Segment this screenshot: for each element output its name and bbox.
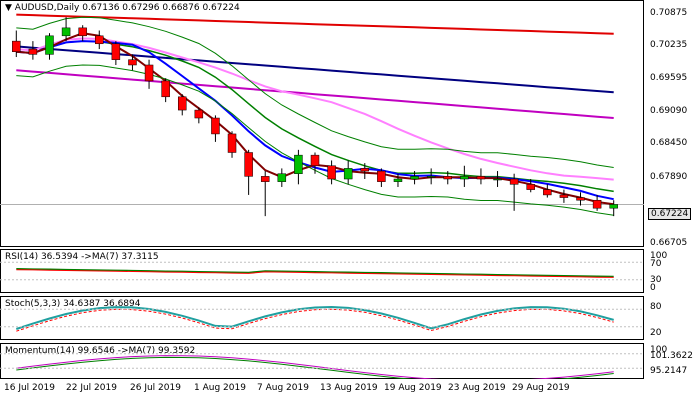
candle-body — [526, 184, 535, 190]
rsi-axis: 100 70 30 0 — [644, 249, 700, 293]
date-tick: 22 Jul 2019 — [66, 383, 117, 393]
bollinger-upper — [16, 16, 614, 168]
date-tick: 29 Aug 2019 — [512, 383, 570, 393]
candle-body — [410, 176, 419, 180]
candle-body — [211, 117, 220, 135]
rsi-title: RSI(14) 36.5394 ->MA(7) 37.3115 — [5, 252, 159, 262]
candle-body — [310, 154, 320, 167]
candle-body — [244, 152, 253, 177]
date-axis: 16 Jul 2019 22 Jul 2019 26 Jul 2019 1 Au… — [0, 379, 644, 400]
date-tick: 19 Aug 2019 — [384, 383, 442, 393]
date-tick: 23 Aug 2019 — [448, 383, 506, 393]
momentum-line — [16, 355, 614, 379]
candle-body — [177, 96, 187, 111]
ma-red-line — [16, 13, 614, 35]
date-tick: 16 Jul 2019 — [4, 383, 55, 393]
candle-body — [476, 176, 486, 180]
stoch-title: Stoch(5,3,3) 34.6387 36.6894 — [5, 299, 141, 309]
rsi-line — [16, 268, 614, 278]
stoch-tick: 80 — [650, 302, 662, 312]
candle-body — [28, 48, 38, 55]
candle-body — [559, 194, 569, 198]
momentum-ma-line — [16, 356, 614, 379]
rsi-chart-svg — [0, 261, 644, 281]
rsi-tick: 70 — [650, 259, 662, 269]
price-tick: 0.70875 — [650, 8, 688, 18]
price-tick: 0.66705 — [650, 238, 688, 248]
candle-body — [543, 189, 552, 196]
price-chart-svg — [0, 13, 644, 217]
rsi-tick: 30 — [650, 275, 662, 285]
candle-body — [360, 168, 370, 172]
price-axis: 0.70875 0.70235 0.69595 0.69090 0.68450 … — [644, 0, 700, 248]
ma-magenta-line — [16, 69, 614, 119]
stoch-tick: 20 — [650, 328, 662, 338]
momentum-tick: 100 — [650, 345, 668, 355]
candle-body — [128, 59, 137, 66]
price-tick: 0.69090 — [650, 106, 688, 116]
candle-body — [95, 35, 104, 45]
momentum-chart-svg — [0, 353, 644, 379]
momentum-pane[interactable]: Momentum(14) 99.6546 ->MA(7) 99.3592 — [0, 343, 644, 379]
stoch-main-line — [15, 305, 614, 330]
stoch-chart-svg — [0, 305, 644, 332]
candle-body — [443, 176, 453, 180]
price-tick: 0.70235 — [650, 40, 688, 50]
symbol-title: ▼ AUDUSD,Daily 0.67136 0.67296 0.66876 0… — [5, 3, 240, 13]
candle-body — [343, 168, 353, 180]
momentum-tick: 95.2147 — [650, 366, 688, 376]
candle-body — [493, 178, 502, 181]
stoch-pane[interactable]: Stoch(5,3,3) 34.6387 36.6894 — [0, 296, 644, 340]
price-tick: 0.68450 — [650, 138, 688, 148]
candle-body — [227, 133, 237, 153]
price-tick: 0.67890 — [650, 172, 688, 182]
candle-body — [277, 173, 287, 182]
candle-body — [460, 176, 469, 180]
candle-body — [161, 80, 170, 98]
momentum-axis: 100 101.3622 95.2147 — [644, 343, 700, 379]
candle-body — [592, 199, 602, 209]
candle-body — [509, 178, 519, 185]
date-tick: 7 Aug 2019 — [257, 383, 309, 393]
candle-body — [377, 170, 386, 182]
ma-blue-line — [16, 40, 614, 201]
candle-body — [78, 27, 87, 37]
candle-body — [393, 178, 403, 182]
stoch-axis: 80 20 — [644, 296, 700, 340]
rsi-pane[interactable]: RSI(14) 36.5394 ->MA(7) 37.3115 — [0, 249, 644, 293]
momentum-tick: 101.3622 — [650, 351, 693, 361]
current-price-tag: 0.67224 — [648, 208, 692, 220]
candle-body — [12, 40, 21, 52]
candle-body — [111, 43, 121, 60]
candle-body — [194, 109, 204, 119]
candle-body — [144, 64, 154, 82]
candle-body — [294, 154, 303, 174]
candle-body — [61, 27, 71, 37]
momentum-title: Momentum(14) 99.6546 ->MA(7) 99.3592 — [5, 346, 196, 356]
date-tick: 1 Aug 2019 — [194, 383, 246, 393]
bollinger-lower — [16, 64, 614, 216]
candle-body — [576, 197, 585, 201]
candle-body — [426, 176, 436, 178]
candle-body — [609, 204, 618, 209]
date-tick: 26 Jul 2019 — [130, 383, 181, 393]
ma-navy-line — [16, 45, 614, 94]
stoch-signal-line — [16, 308, 614, 332]
candle-body — [260, 176, 270, 182]
candle-body — [327, 165, 336, 180]
rsi-ma-line — [16, 269, 614, 278]
rsi-tick: 0 — [650, 283, 656, 293]
candle-body — [45, 35, 54, 55]
rsi-tick: 100 — [650, 251, 668, 261]
triangle-icon: ▼ — [5, 3, 15, 13]
price-tick: 0.69595 — [650, 73, 688, 83]
date-tick: 13 Aug 2019 — [320, 383, 378, 393]
